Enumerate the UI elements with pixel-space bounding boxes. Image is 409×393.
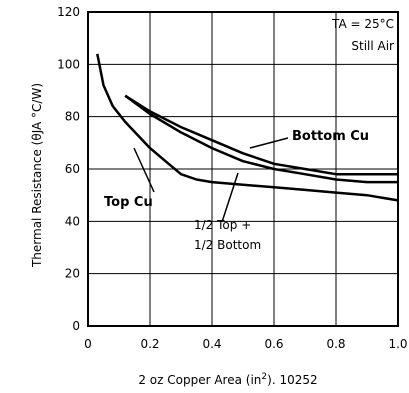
y-tick-label: 20 [65,267,80,281]
series-label-top-cu: Top Cu [104,195,153,210]
plot-frame [87,11,399,327]
leader-half [221,172,239,223]
y-tick-label: 80 [65,110,80,124]
y-tick-label: 60 [65,162,80,176]
x-tick-label: 0.8 [326,337,345,351]
series-line-bottom-cu [124,94,398,176]
y-tick-label: 40 [65,214,80,228]
x-tick-label: 0.6 [264,337,283,351]
x-axis-label: 2 oz Copper Area (in2). 10252 [138,372,317,387]
leader-top-cu [133,147,155,193]
condition-line1: TA = 25°C [331,17,394,31]
y-tick-label: 100 [57,57,80,71]
series-label-half-top-line1: 1/2 Top + [194,218,251,232]
series-line-half-top-half-bottom [124,94,398,184]
series-lines [96,53,399,202]
series-label-bottom-cu: Bottom Cu [292,129,369,144]
series-line-top-cu [96,53,399,202]
y-axis-label: Thermal Resistance (θJA °C/W) [30,83,44,268]
x-tick-label: 1.0 [388,337,407,351]
condition-line2: Still Air [351,39,394,53]
x-tick-label: 0.2 [140,337,159,351]
leader-bottom-cu [249,137,289,149]
series-label-half-top-line2: 1/2 Bottom [194,238,261,252]
x-tick-label: 0 [84,337,92,351]
y-tick-label: 0 [72,319,80,333]
tick-labels: 0 20 40 60 80 100 120 0 0.2 0.4 0.6 0.8 1.0 [57,5,407,351]
y-tick-label: 120 [57,5,80,19]
x-tick-label: 0.4 [202,337,221,351]
